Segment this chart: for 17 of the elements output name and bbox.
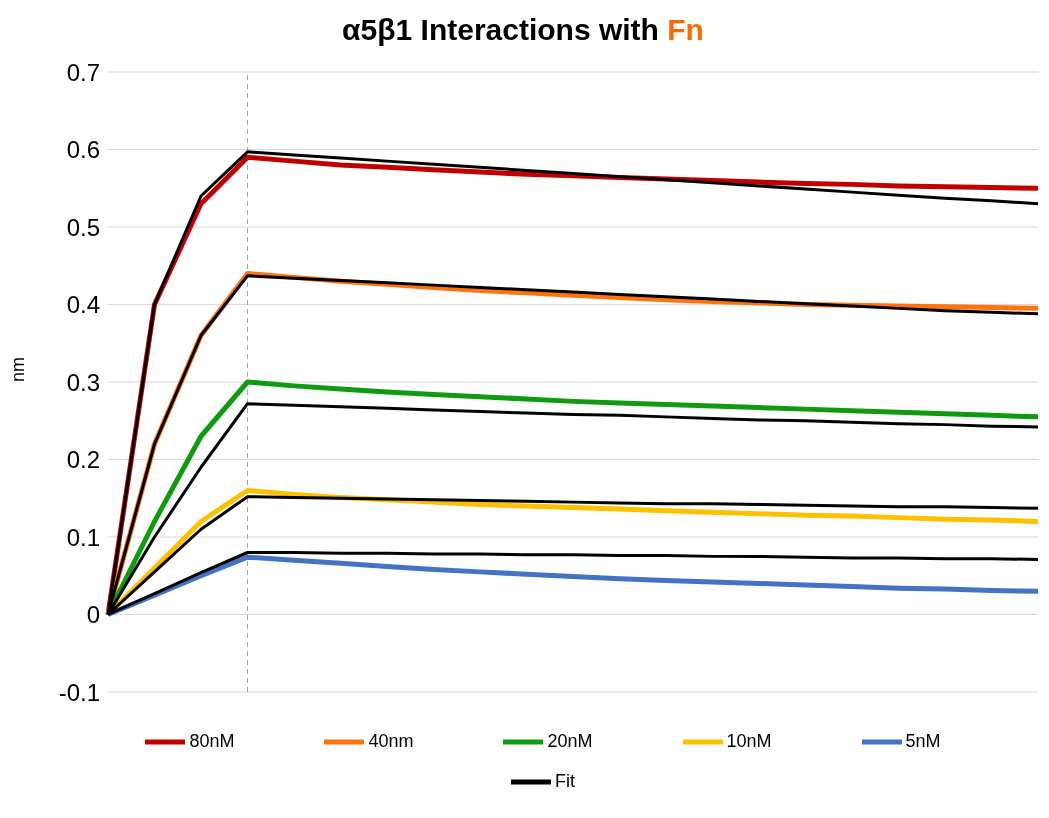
y-tick-label: 0.6 [66,136,100,164]
legend-label: 5nM [905,730,941,751]
legend-label: 80nM [189,730,235,751]
legend-label: 20nM [547,730,593,751]
y-axis-title: nm [8,356,29,382]
y-tick-label: 0.5 [66,213,100,241]
y-tick-label: 0.1 [66,523,100,551]
legend-label: 10nM [726,730,772,751]
chart-title: α5β1 Interactions with Fn [342,13,704,46]
y-tick-label: -0.1 [58,678,100,706]
legend-label: Fit [555,770,575,791]
y-tick-label: 0.7 [66,58,100,86]
y-tick-label: 0.4 [66,291,100,319]
y-tick-label: 0 [86,601,100,629]
legend-label: 40nm [368,730,414,751]
y-tick-label: 0.3 [66,368,100,396]
y-tick-label: 0.2 [66,446,100,474]
